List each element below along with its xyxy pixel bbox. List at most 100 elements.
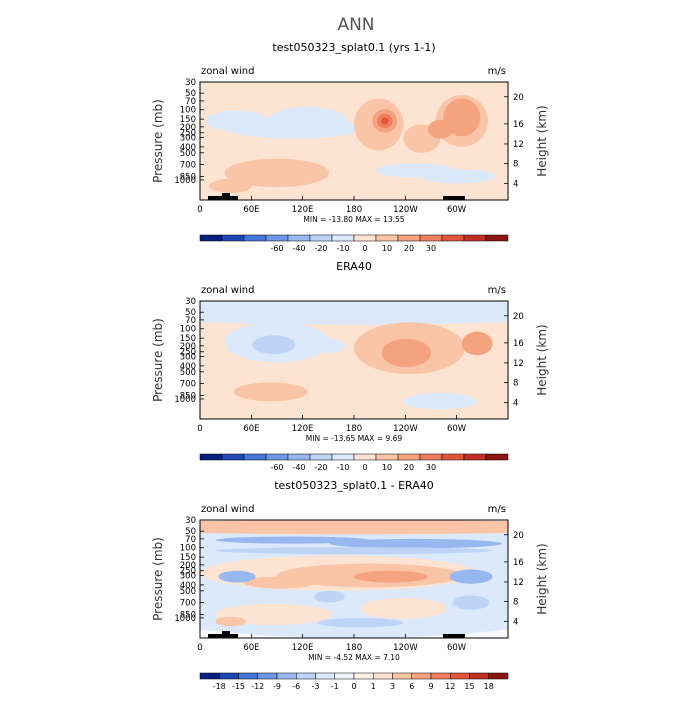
y-tick-label: 500: [180, 149, 196, 159]
colorbar-label: -3: [312, 682, 320, 691]
colorbar-swatch: [331, 453, 355, 461]
contour-region-negative: [313, 590, 345, 603]
colorbar-swatch: [397, 453, 421, 461]
colorbar-label: -10: [336, 463, 349, 472]
y2-tick-label: 16: [513, 339, 524, 349]
y2-tick-label: 8: [513, 378, 518, 388]
colorbar-label: 30: [426, 244, 436, 253]
x-tick-label: 120W: [393, 205, 418, 215]
y-tick-label: 200: [180, 342, 196, 352]
colorbar-label: -18: [213, 682, 226, 691]
contour-region-positive: [381, 338, 431, 368]
colorbar-swatch: [243, 453, 267, 461]
units-label: m/s: [488, 66, 506, 77]
y-tick-label: 500: [180, 587, 196, 597]
colorbar-swatch: [411, 672, 432, 680]
y-tick-label: 300: [180, 571, 196, 581]
contour-region-negative: [449, 569, 493, 584]
colorbar-label: 10: [382, 463, 392, 472]
contour-region-negative: [317, 617, 404, 628]
y2-tick-label: 16: [513, 558, 524, 568]
contour-region-positive: [224, 158, 330, 188]
y-tick-label: 50: [185, 527, 196, 537]
colorbar-swatch: [488, 672, 509, 680]
colorbar-swatch: [238, 672, 258, 680]
y-tick-label: 100: [180, 325, 196, 335]
contour-region-negative: [218, 570, 256, 583]
x-tick-label: 60W: [447, 205, 467, 215]
colorbar-label: -12: [251, 682, 264, 691]
y2-axis-title: Height (km): [535, 543, 549, 614]
y2-tick-label: 20: [513, 312, 524, 322]
y-tick-label: 100: [180, 544, 196, 554]
x-tick-label: 120W: [393, 424, 418, 434]
colorbar-label: 20: [404, 244, 414, 253]
x-tick-label: 0: [197, 424, 202, 434]
colorbar-label: 15: [464, 682, 474, 691]
y-tick-label: 400: [180, 581, 196, 591]
y-tick-label: 250: [180, 348, 196, 358]
y-tick-label: 500: [180, 368, 196, 378]
colorbar-label: -6: [292, 682, 300, 691]
colorbar-label: -20: [314, 244, 327, 253]
colorbar-swatch: [463, 453, 487, 461]
colorbar-swatch: [309, 234, 333, 242]
x-tick-label: 60E: [243, 643, 259, 653]
colorbar-swatch: [469, 672, 489, 680]
y-tick-label: 400: [180, 362, 196, 372]
colorbar-label: 30: [426, 463, 436, 472]
contour-region-negative: [224, 117, 361, 139]
contour-region-negative: [313, 338, 345, 353]
min-max-stats: MIN = -4.52 MAX = 7.10: [308, 653, 400, 662]
contour-region-negative: [452, 595, 490, 610]
colorbar-swatch: [485, 234, 509, 242]
colorbar-swatch: [309, 453, 333, 461]
colorbar-label: 3: [390, 682, 395, 691]
y-tick-label: 30: [185, 78, 196, 88]
colorbar-label: -1: [331, 682, 339, 691]
y2-tick-label: 20: [513, 531, 524, 541]
y-tick-label: 1000: [174, 614, 196, 624]
colorbar-label: 18: [484, 682, 494, 691]
y-tick-label: 850: [180, 391, 196, 401]
y-tick-label: 200: [180, 561, 196, 571]
min-max-stats: MIN = -13.80 MAX = 13.55: [303, 215, 404, 224]
y-tick-label: 700: [180, 380, 196, 390]
colorbar-swatch: [334, 672, 355, 680]
colorbar-swatch: [392, 672, 412, 680]
panel-title: ERA40: [336, 260, 372, 273]
y-tick-label: 250: [180, 129, 196, 139]
x-tick-label: 0: [197, 205, 202, 215]
colorbar-swatch: [287, 234, 311, 242]
contour-region-positive: [360, 597, 447, 620]
y2-tick-label: 20: [513, 93, 524, 103]
y-axis-title: Pressure (mb): [151, 537, 165, 621]
colorbar-label: -20: [314, 463, 327, 472]
y2-axis-title: Height (km): [535, 105, 549, 176]
y-tick-label: 50: [185, 308, 196, 318]
y-tick-label: 70: [185, 97, 196, 107]
y-tick-label: 150: [180, 334, 196, 344]
x-tick-label: 120E: [292, 205, 314, 215]
y-tick-label: 70: [185, 316, 196, 326]
colorbar-label: 6: [409, 682, 414, 691]
contour-region-negative: [200, 301, 508, 325]
topography-mask: [443, 634, 465, 638]
colorbar-swatch: [397, 234, 421, 242]
variable-label: zonal wind: [201, 504, 254, 515]
units-label: m/s: [488, 504, 506, 515]
colorbar-label: -9: [273, 682, 281, 691]
panel-title: test050323_splat0.1 - ERA40: [274, 479, 434, 492]
colorbar-label: 1: [371, 682, 376, 691]
x-tick-label: 60W: [447, 424, 467, 434]
contour-region-negative: [403, 393, 478, 410]
contour-region-positive: [243, 576, 318, 589]
y-tick-label: 50: [185, 89, 196, 99]
variable-label: zonal wind: [201, 66, 254, 77]
x-tick-label: 60W: [447, 643, 467, 653]
y2-tick-label: 16: [513, 120, 524, 130]
colorbar-label: 20: [404, 463, 414, 472]
colorbar-swatch: [257, 672, 278, 680]
x-tick-label: 60E: [243, 424, 259, 434]
y-tick-label: 400: [180, 143, 196, 153]
